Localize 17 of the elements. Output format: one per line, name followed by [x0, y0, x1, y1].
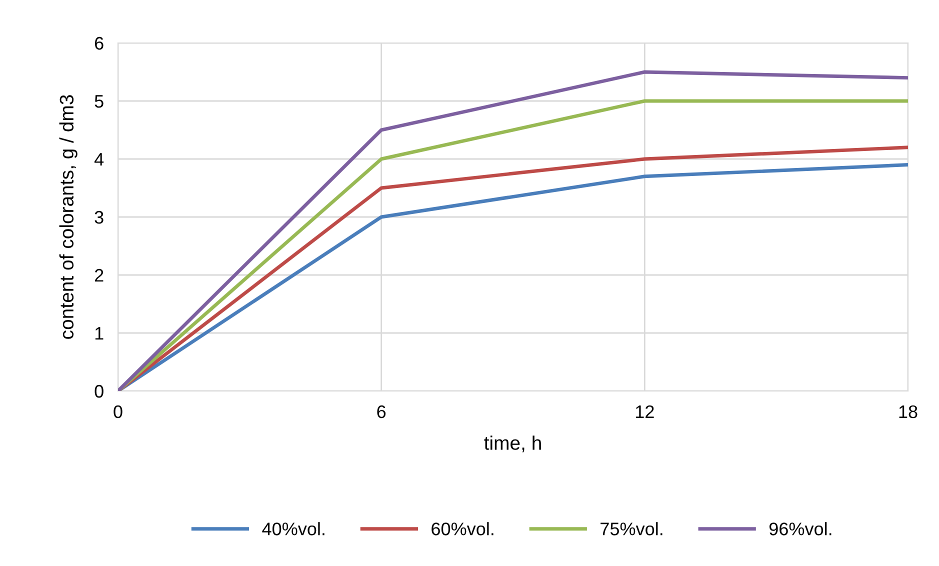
y-tick-label: 4 [94, 153, 104, 166]
y-tick-label: 2 [94, 268, 104, 282]
x-tick-label: 18 [899, 405, 918, 418]
x-axis-title: time, h [484, 436, 541, 452]
y-axis-title: content of colorants, g / dm3 [59, 95, 78, 339]
y-tick-label: 5 [94, 95, 104, 108]
x-tick-label: 12 [636, 405, 654, 418]
y-tick-label: 0 [94, 384, 104, 398]
y-tick-label: 3 [94, 210, 104, 224]
legend-label: 75%vol. [600, 522, 662, 536]
y-tick-label: 1 [95, 327, 104, 340]
legend-label: 96%vol. [769, 522, 832, 536]
x-tick-label: 6 [377, 405, 386, 418]
legend-label: 40%vol. [262, 522, 324, 536]
y-tick-label: 6 [94, 36, 104, 50]
legend-label: 60%vol. [432, 522, 494, 536]
x-tick-label: 0 [114, 405, 122, 418]
